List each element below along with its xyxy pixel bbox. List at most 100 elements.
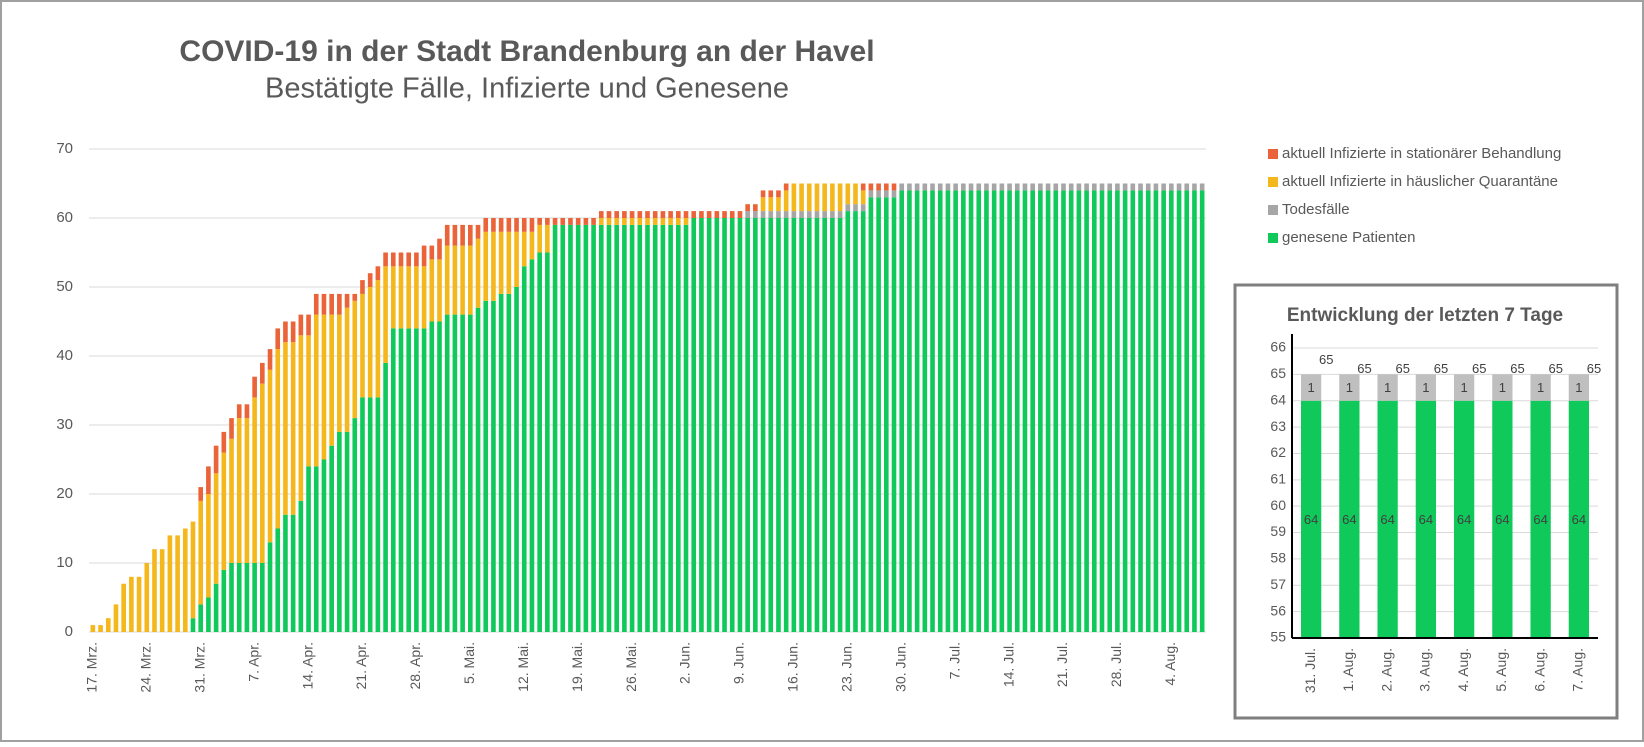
y-tick-label: 65 [1270, 365, 1286, 381]
bar-segment [113, 604, 119, 632]
data-label: 64 [1304, 512, 1318, 527]
bar-segment [699, 218, 704, 632]
bar-segment [783, 190, 789, 212]
bar-segment [799, 211, 804, 218]
bar-segment [776, 211, 781, 218]
bar-segment [591, 224, 596, 632]
bar-segment [190, 618, 196, 632]
bar-segment [891, 197, 897, 633]
bar-segment [714, 211, 720, 218]
bar-segment [468, 245, 473, 315]
bar-segment [367, 287, 373, 398]
bar-segment [337, 293, 342, 315]
y-tick-label: 10 [56, 554, 73, 571]
bar-segment [668, 218, 673, 225]
bar-segment [313, 293, 319, 315]
bar-segment [753, 211, 758, 218]
bar-segment [729, 218, 735, 632]
bar-segment [136, 576, 142, 632]
bar-segment [860, 190, 866, 205]
bar-segment [1492, 374, 1513, 401]
bar-segment [706, 211, 712, 218]
bar-segment [537, 252, 542, 632]
bar-segment [229, 418, 234, 439]
bar-segment [344, 431, 350, 632]
bar-segment [1014, 190, 1020, 632]
bar-segment [283, 514, 288, 632]
bar-segment [352, 300, 358, 419]
bar-segment [1022, 183, 1028, 191]
bar-segment [244, 418, 250, 563]
bar-segment [699, 211, 704, 218]
x-tick-label: 28. Jul. [1108, 642, 1124, 687]
bar-segment [930, 190, 935, 632]
bar-segment [498, 218, 504, 232]
inset-title: Entwicklung der letzten 7 Tage [1287, 305, 1563, 326]
y-tick-label: 66 [1270, 339, 1286, 355]
bar-segment [344, 293, 350, 308]
bar-segment [753, 204, 758, 212]
bar-segment [1492, 400, 1513, 638]
x-tick-label: 4. Aug. [1455, 648, 1471, 692]
bar-segment [267, 369, 273, 543]
bar-segment [676, 224, 681, 632]
bar-segment [937, 190, 943, 632]
x-tick-label: 24. Mrz. [137, 642, 153, 693]
bar-segment [1176, 190, 1182, 632]
bar-segment [976, 190, 982, 632]
bar-segment [876, 197, 881, 633]
bar-segment [945, 183, 951, 191]
bar-segment [414, 328, 419, 632]
data-label: 64 [1419, 512, 1433, 527]
bar-segment [529, 259, 535, 632]
bar-segment [1007, 190, 1012, 632]
bar-segment [1068, 183, 1074, 191]
bar-segment [853, 211, 858, 632]
x-tick-label: 5. Mai. [461, 642, 477, 684]
bar-segment [1038, 190, 1043, 632]
y-tick-label: 70 [56, 140, 73, 157]
bar-segment [491, 218, 496, 232]
legend-label: aktuell Infizierte in stationärer Behand… [1282, 145, 1561, 162]
bar-segment [206, 494, 211, 598]
bar-segment [460, 314, 465, 632]
bar-segment [329, 445, 334, 632]
bar-segment [545, 252, 550, 632]
bar-segment [1130, 183, 1136, 191]
bar-segment [560, 218, 566, 225]
bar-segment [583, 218, 589, 225]
x-tick-label: 7. Aug. [1570, 648, 1586, 692]
bar-segment [1377, 374, 1398, 401]
bar-segment [691, 218, 697, 632]
bar-segment [984, 183, 989, 191]
bar-segment [768, 197, 774, 212]
bar-segment [421, 328, 427, 632]
bar-segment [860, 204, 866, 212]
bar-segment [429, 245, 435, 260]
bar-segment [891, 190, 897, 198]
bar-segment [1138, 190, 1143, 632]
bar-segment [144, 563, 150, 632]
y-tick-label: 56 [1270, 602, 1286, 618]
bar-segment [252, 563, 257, 632]
bar-segment [552, 218, 558, 225]
bar-segment [306, 314, 311, 336]
bar-segment [406, 328, 412, 632]
x-tick-label: 3. Aug. [1417, 648, 1433, 692]
bar-segment [606, 224, 612, 632]
bar-segment [622, 224, 627, 632]
bar-segment [98, 625, 103, 632]
bar-segment [452, 224, 458, 246]
bar-segment [614, 224, 619, 632]
bar-segment [491, 231, 496, 301]
bar-segment [383, 252, 388, 267]
bar-segment [329, 314, 334, 446]
bar-segment [444, 245, 450, 315]
bar-segment [791, 183, 797, 212]
bar-segment [652, 218, 658, 225]
bar-segment [290, 514, 296, 632]
bar-segment [776, 218, 781, 632]
bar-segment [1122, 190, 1128, 632]
x-tick-label: 21. Jul. [1054, 642, 1070, 687]
